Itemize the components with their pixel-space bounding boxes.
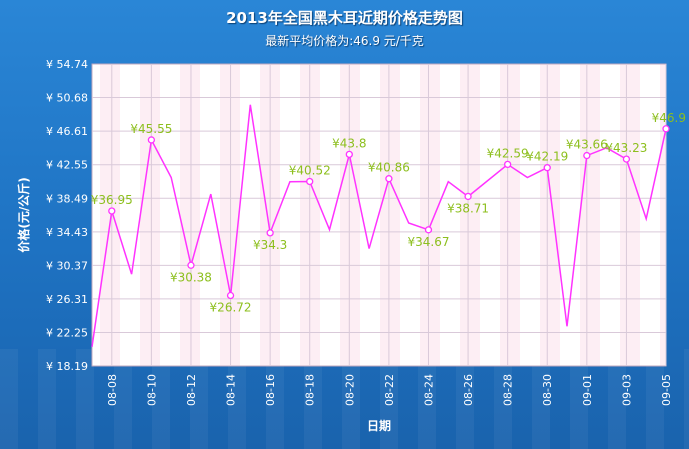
data-point [306, 177, 314, 186]
data-label: ¥40.86 [368, 161, 410, 175]
chart-subtitle: 最新平均价格为:46.9 元/千克 [265, 34, 424, 48]
x-tick-label: 09-03 [620, 374, 633, 406]
data-label: ¥46.9 [652, 111, 686, 125]
x-tick-label: 08-28 [502, 374, 515, 406]
y-tick-label: ¥ 34.43 [46, 226, 88, 239]
x-tick-label: 09-05 [660, 374, 673, 406]
y-tick-label: ¥ 38.49 [46, 192, 88, 205]
data-point [108, 207, 116, 215]
data-label: ¥43.66 [566, 138, 608, 152]
data-point [662, 125, 670, 133]
data-point [622, 155, 631, 163]
x-tick-label: 08-16 [264, 374, 277, 406]
data-label: ¥36.95 [91, 193, 133, 207]
data-label: ¥43.23 [605, 141, 647, 155]
data-label: ¥34.67 [407, 235, 449, 249]
x-tick-label: 08-14 [225, 374, 238, 406]
y-axis-label: 价格(元/公斤) [16, 177, 31, 252]
x-tick-label: 08-12 [185, 374, 198, 406]
x-tick-label: 08-22 [383, 374, 396, 406]
data-point [504, 160, 512, 169]
y-tick-label: ¥ 42.55 [46, 159, 88, 172]
x-tick-label: 08-30 [541, 374, 554, 406]
x-tick-label: 08-10 [145, 374, 158, 406]
data-label: ¥43.8 [332, 136, 366, 150]
data-point [583, 151, 591, 160]
x-tick-label: 08-26 [462, 374, 475, 406]
y-tick-label: ¥ 54.74 [46, 58, 88, 71]
y-axis-ticks: ¥ 18.19 ¥ 22.25 ¥ 26.31 ¥ 30.37 ¥ 34.43 ¥ 38.… [46, 58, 88, 373]
x-tick-label: 08-08 [106, 374, 119, 406]
data-label: ¥26.72 [210, 301, 252, 315]
y-tick-label: ¥ 30.37 [46, 259, 88, 272]
data-label: ¥42.19 [526, 150, 568, 164]
data-label: ¥34.3 [253, 238, 287, 252]
data-label: ¥38.71 [447, 201, 489, 215]
x-tick-label: 08-18 [304, 374, 317, 406]
data-label: ¥40.52 [289, 163, 331, 177]
data-point [187, 261, 195, 269]
x-tick-label: 08-20 [343, 374, 356, 406]
x-tick-label: 09-01 [581, 374, 594, 406]
data-point [147, 136, 156, 144]
x-tick-label: 08-24 [422, 374, 435, 406]
data-point [345, 150, 353, 159]
x-axis-label: 日期 [367, 418, 391, 433]
price-line [91, 104, 667, 348]
data-points [108, 125, 670, 300]
y-tick-label: ¥ 22.25 [46, 326, 88, 339]
data-point [543, 164, 551, 172]
data-labels: ¥36.95 ¥45.55 ¥30.38 ¥26.72 ¥34.3 ¥40.52¥43.8… [91, 111, 686, 315]
data-point [226, 291, 235, 300]
data-point [266, 229, 274, 237]
data-label: ¥45.55 [130, 122, 172, 136]
y-tick-label: ¥ 26.31 [46, 293, 88, 306]
y-tick-label: ¥ 50.68 [46, 92, 88, 105]
data-point [464, 192, 472, 201]
data-label: ¥42.59 [487, 146, 529, 160]
x-axis-ticks: 08-08 08-10 08-12 08-14 08-16 08-18 08-20 08-22… [106, 374, 673, 406]
data-point [385, 175, 393, 183]
series-line [91, 104, 667, 348]
chart-title: 2013年全国黑木耳近期价格走势图 [226, 9, 463, 27]
y-tick-label: ¥ 18.19 [46, 360, 88, 373]
data-label: ¥30.38 [170, 270, 212, 284]
data-point [424, 226, 433, 234]
y-tick-label: ¥ 46.61 [46, 125, 88, 138]
